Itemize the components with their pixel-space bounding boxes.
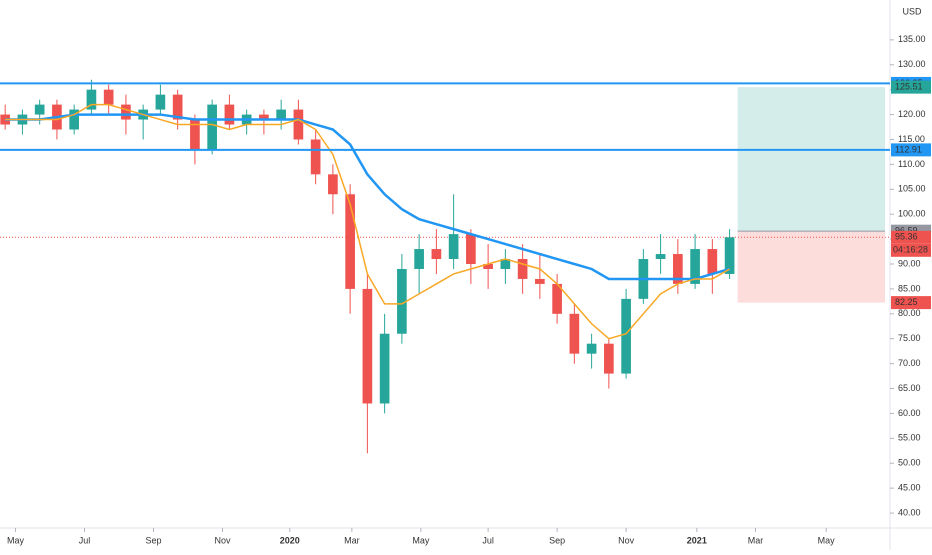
y-tick-label: 75.00 [898,333,921,343]
y-tick-label: 115.00 [898,134,925,144]
candle-body [517,259,528,279]
x-tick-label: Jul [79,535,91,545]
candle-body [259,114,269,120]
candle-body [466,234,476,264]
x-tick-label: Nov [618,535,635,545]
candle-body [121,104,131,120]
y-tick-label: 50.00 [898,458,921,468]
candle-body [190,119,200,150]
candle-body [586,343,597,354]
y-tick-label: 120.00 [898,109,926,119]
candle-body [86,89,97,110]
candle-body [724,237,735,274]
moving-average [5,103,730,340]
y-tick-label: 65.00 [898,383,921,393]
last-price-label-box [891,230,931,244]
y-tick-label: 135.00 [898,34,926,44]
stop-label: 82.25 [895,297,918,307]
candle-body [604,343,614,374]
candle-body [621,298,631,374]
x-tick-label: May [7,535,25,545]
y-tick-label: 60.00 [898,408,921,418]
candle-body [535,278,545,284]
candle-body [103,89,114,105]
candle-body [207,104,217,150]
moving-average [5,113,730,281]
candle-body [69,109,79,130]
candle-body [707,249,718,274]
candle-body [414,249,424,269]
candle-body [379,333,390,404]
last-price-label: 95.36 [895,232,918,242]
candle-body [362,288,373,404]
y-tick-label: 70.00 [898,358,921,368]
candle-body [276,109,286,120]
candle-body [448,234,459,260]
countdown-box [891,243,931,257]
candle-body [172,94,183,120]
candle-body [690,249,700,284]
candle-body [293,109,304,140]
candle-body [655,254,666,260]
x-tick-label: Sep [145,535,161,545]
currency: USD [902,6,922,16]
candle-body [552,283,562,314]
y-tick-label: 105.00 [898,184,926,194]
x-tick-label: 2021 [687,535,707,545]
candle-body [345,194,355,289]
candle-body [397,268,407,334]
x-tick-label: May [412,535,430,545]
level-label-box [891,143,931,157]
level-label: 112.91 [895,144,922,154]
y-tick-label: 55.00 [898,433,921,443]
y-tick-label: 110.00 [898,159,925,169]
target-label: 125.51 [895,81,923,91]
entry-label: 96.59 [895,226,918,236]
y-tick-label: 100.00 [898,209,926,219]
y-tick-label: 90.00 [898,258,921,268]
y-tick-label: 80.00 [898,308,921,318]
candle-body [483,264,493,269]
candle-body [224,104,235,125]
stop-zone [737,231,885,303]
candle-body [673,254,683,284]
countdown: 04:16:28 [893,245,928,255]
candle-body [569,313,580,354]
x-tick-label: Sep [549,535,565,545]
candle-body [310,139,321,175]
candle-body [155,94,166,110]
x-tick-label: Jul [482,535,494,545]
y-tick-label: 130.00 [898,59,926,69]
candle-body [34,104,45,115]
target-zone [737,87,885,232]
x-tick-label: Nov [214,535,231,545]
y-tick-label: 45.00 [898,483,921,493]
x-tick-label: May [818,535,836,545]
stop-label-box [891,296,931,310]
candle-body [328,174,338,195]
x-tick-label: Mar [344,535,360,545]
candle-body [431,249,442,260]
x-tick-label: 2020 [280,535,300,545]
x-tick-label: Mar [748,535,764,545]
target-label-box [891,80,931,94]
y-tick-label: 40.00 [898,507,921,517]
y-tick-label: 85.00 [898,283,921,293]
candle-body [500,259,511,269]
